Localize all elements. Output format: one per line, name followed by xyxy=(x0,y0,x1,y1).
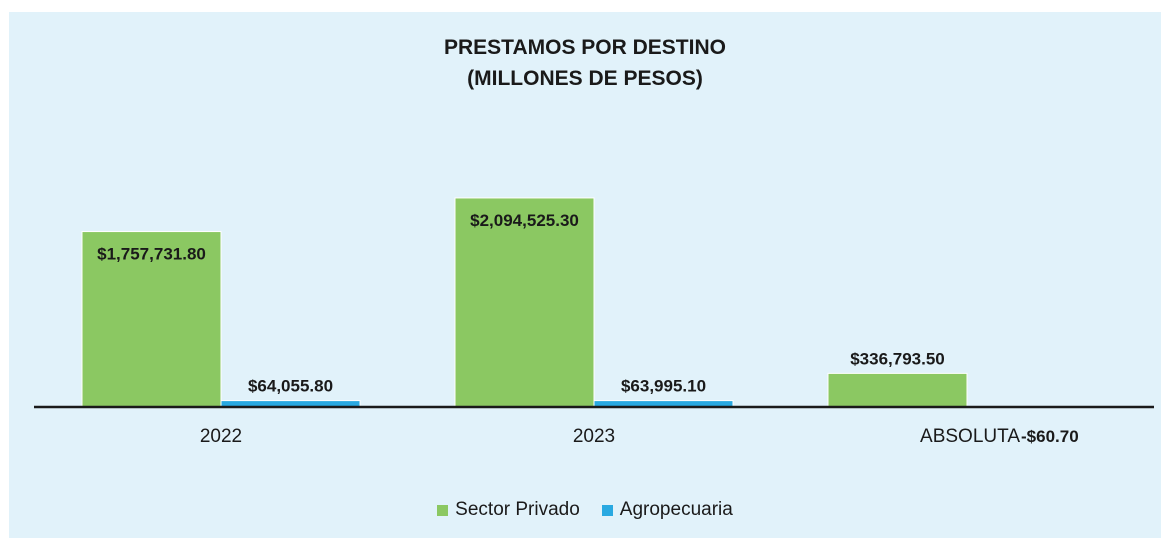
bar-sector-privado-absoluta xyxy=(827,372,968,408)
legend-swatch-sector-privado xyxy=(437,504,449,516)
chart-title: PRESTAMOS POR DESTINO xyxy=(444,36,726,59)
legend-label-agropecuaria: Agropecuaria xyxy=(619,499,733,520)
legend-swatch-agropecuaria xyxy=(601,504,613,516)
legend-label-sector-privado: Sector Privado xyxy=(455,499,580,520)
data-label-sector-privado-2023: $2,094,525.30 xyxy=(470,211,579,230)
bar-sector-privado-2022 xyxy=(81,231,222,408)
bar-sector-privado-2023 xyxy=(454,197,595,408)
x-tick-label-absoluta: ABSOLUTA xyxy=(920,426,1020,447)
bar-chart: $1,757,731.80 $64,055.80 $2,094,525.30 $63,… xyxy=(34,197,1154,447)
chart-subtitle: (MILLONES DE PESOS) xyxy=(467,67,703,90)
legend-item-agropecuaria: Agropecuaria xyxy=(601,499,733,521)
data-label-agropecuaria-2023: $63,995.10 xyxy=(621,377,706,396)
x-tick-label-2022: 2022 xyxy=(200,426,242,447)
legend-item-sector-privado: Sector Privado xyxy=(437,499,580,521)
chart-panel: PRESTAMOS POR DESTINO (MILLONES DE PESOS… xyxy=(9,12,1161,538)
legend: Sector Privado Agropecuaria xyxy=(9,499,1161,521)
x-tick-label-2023: 2023 xyxy=(573,426,615,447)
data-label-sector-privado-2022: $1,757,731.80 xyxy=(97,245,206,264)
data-label-sector-privado-absoluta: $336,793.50 xyxy=(850,349,945,368)
data-label-agropecuaria-2022: $64,055.80 xyxy=(248,377,333,396)
data-label-agropecuaria-absoluta: -$60.70 xyxy=(1021,427,1079,446)
